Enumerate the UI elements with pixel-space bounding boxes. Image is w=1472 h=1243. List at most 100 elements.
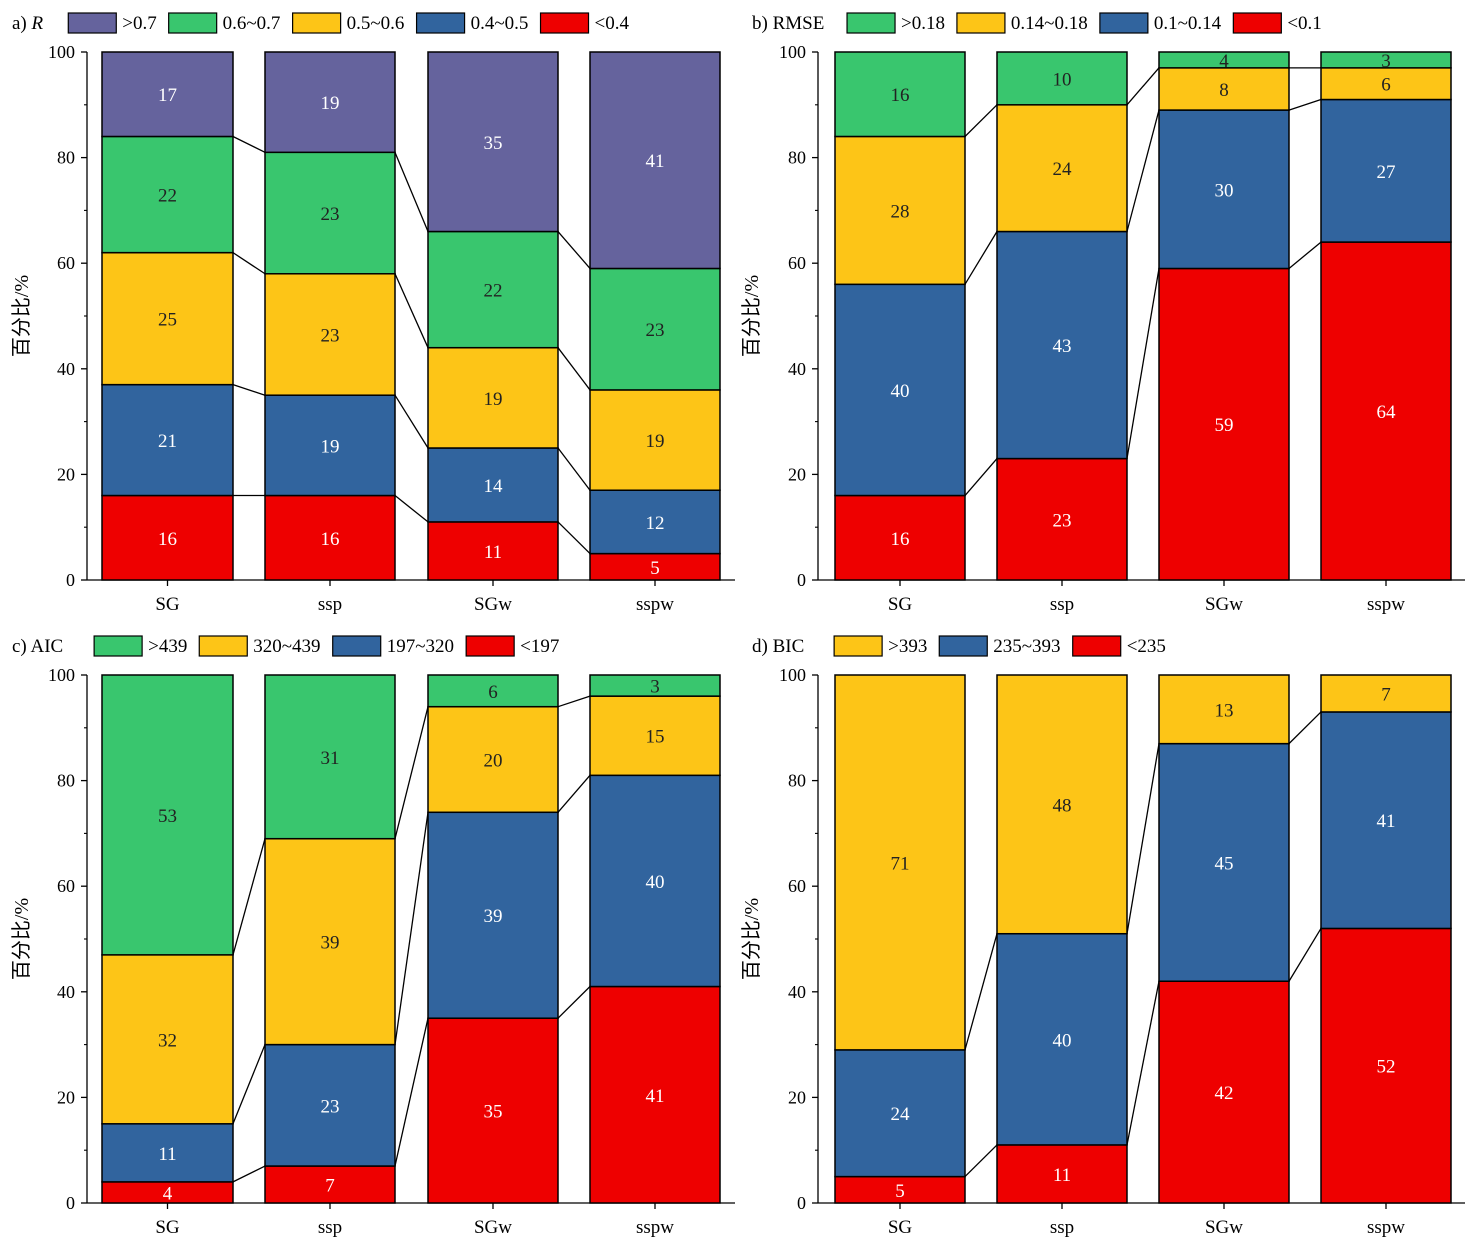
legend-label: 0.6~0.7 [223,13,281,34]
bar-segment [101,383,234,497]
connector-line [232,252,266,275]
legend-label: 0.1~0.14 [1154,13,1222,34]
connector-line [394,273,429,348]
bar-segment [1320,674,1452,713]
bar-segment [834,494,966,581]
legend-swatch [292,12,342,34]
bar-segment [101,135,234,254]
x-tick-label: SG [888,594,913,615]
data-label: 13 [1215,700,1234,721]
data-label: 40 [891,381,910,402]
legend: >439 320~439 197~320 <197 [93,635,559,657]
data-label: 6 [1381,75,1391,96]
bar-segment [1320,51,1452,69]
bar-segment [589,489,721,555]
panel-title: c) AIC [12,636,63,657]
y-tick-label: 0 [797,1193,806,1213]
y-tick-label: 100 [779,665,806,685]
legend-swatch [1072,635,1122,657]
legend-swatch [956,12,1006,34]
data-label: 4 [1219,51,1229,72]
legend-swatch [67,12,117,34]
data-label: 5 [650,558,660,579]
y-tick-label: 20 [788,464,806,484]
data-label: 11 [1053,1165,1071,1186]
panel-title: b) RMSE [752,13,824,34]
connector-line [394,706,429,839]
connector-line [394,394,429,449]
bar-segment [996,230,1128,460]
legend-swatch [415,12,466,34]
connector-line [394,1018,429,1167]
bar-segment [427,346,559,449]
bar-segment [264,494,396,581]
bar-segment [101,251,234,386]
connector-line [964,933,998,1051]
connector-line [964,1144,998,1178]
x-tick-label: ssp [318,1217,342,1238]
legend-label: 0.14~0.18 [1011,13,1088,34]
legend-label: 320~439 [253,636,320,657]
y-tick-label: 100 [48,665,75,685]
connector-line [557,774,591,813]
connector-line [1288,241,1322,269]
bar-segment [427,230,559,349]
bar-segment [264,674,396,840]
y-tick-label: 60 [788,876,806,896]
data-label: 35 [484,1102,503,1123]
connector-line [557,986,591,1019]
y-tick-label: 40 [788,982,806,1002]
x-tick-label: sspw [1367,1217,1405,1238]
legend-swatch [332,635,382,657]
bar-segment [996,932,1128,1146]
y-tick-label: 80 [788,771,806,791]
connector-line [232,1044,266,1125]
data-label: 16 [891,529,910,550]
connector-line [394,152,429,232]
data-label: 23 [1053,510,1072,531]
data-label: 40 [1053,1030,1072,1051]
y-tick-label: 20 [57,1087,75,1107]
connector-line [557,521,591,555]
connector-line [1126,268,1160,459]
data-label: 11 [484,542,502,563]
bar-segment [1158,67,1290,111]
data-label: 4 [163,1183,173,1204]
chart-panel-a: a) R >0.7 0.6~0.7 0.5~0.6 0.4~0.5 <0.4 0 20 40 60… [10,12,735,615]
legend-label: <235 [1127,636,1166,657]
connector-line [1288,711,1322,745]
y-axis-label: 百分比/% [10,275,33,357]
x-tick-label: ssp [1050,1217,1074,1238]
x-tick-label: SGw [474,594,512,615]
connector-line [557,695,591,708]
legend-label: >439 [148,636,187,657]
bar-segment [264,51,396,154]
data-label: 5 [895,1181,905,1202]
x-tick-label: sspw [1367,594,1405,615]
legend-label: 197~320 [387,636,454,657]
bar-segment [101,494,234,581]
y-tick-label: 60 [57,253,75,273]
data-label: 41 [1377,811,1396,832]
bar-segment [427,1017,559,1204]
y-axis-label: 百分比/% [10,898,33,980]
connector-line [394,812,429,1045]
bar-segment [1320,711,1452,930]
svg-text:a) R: a) R [12,13,44,34]
y-axis-label: 百分比/% [740,275,763,357]
bar-segment [1320,98,1452,243]
data-label: 64 [1377,402,1397,423]
legend-label: >393 [888,636,927,657]
data-label: 32 [158,1030,177,1051]
y-tick-label: 80 [57,148,75,168]
legend-swatch [198,635,248,657]
connector-line [557,447,591,491]
connector-line [964,104,998,137]
data-label: 14 [484,476,504,497]
data-label: 23 [321,204,340,225]
svg-text:b) RMSE: b) RMSE [752,13,824,34]
bar-segment [427,674,559,708]
bar-segment [101,51,234,138]
bar-segment [834,283,966,497]
